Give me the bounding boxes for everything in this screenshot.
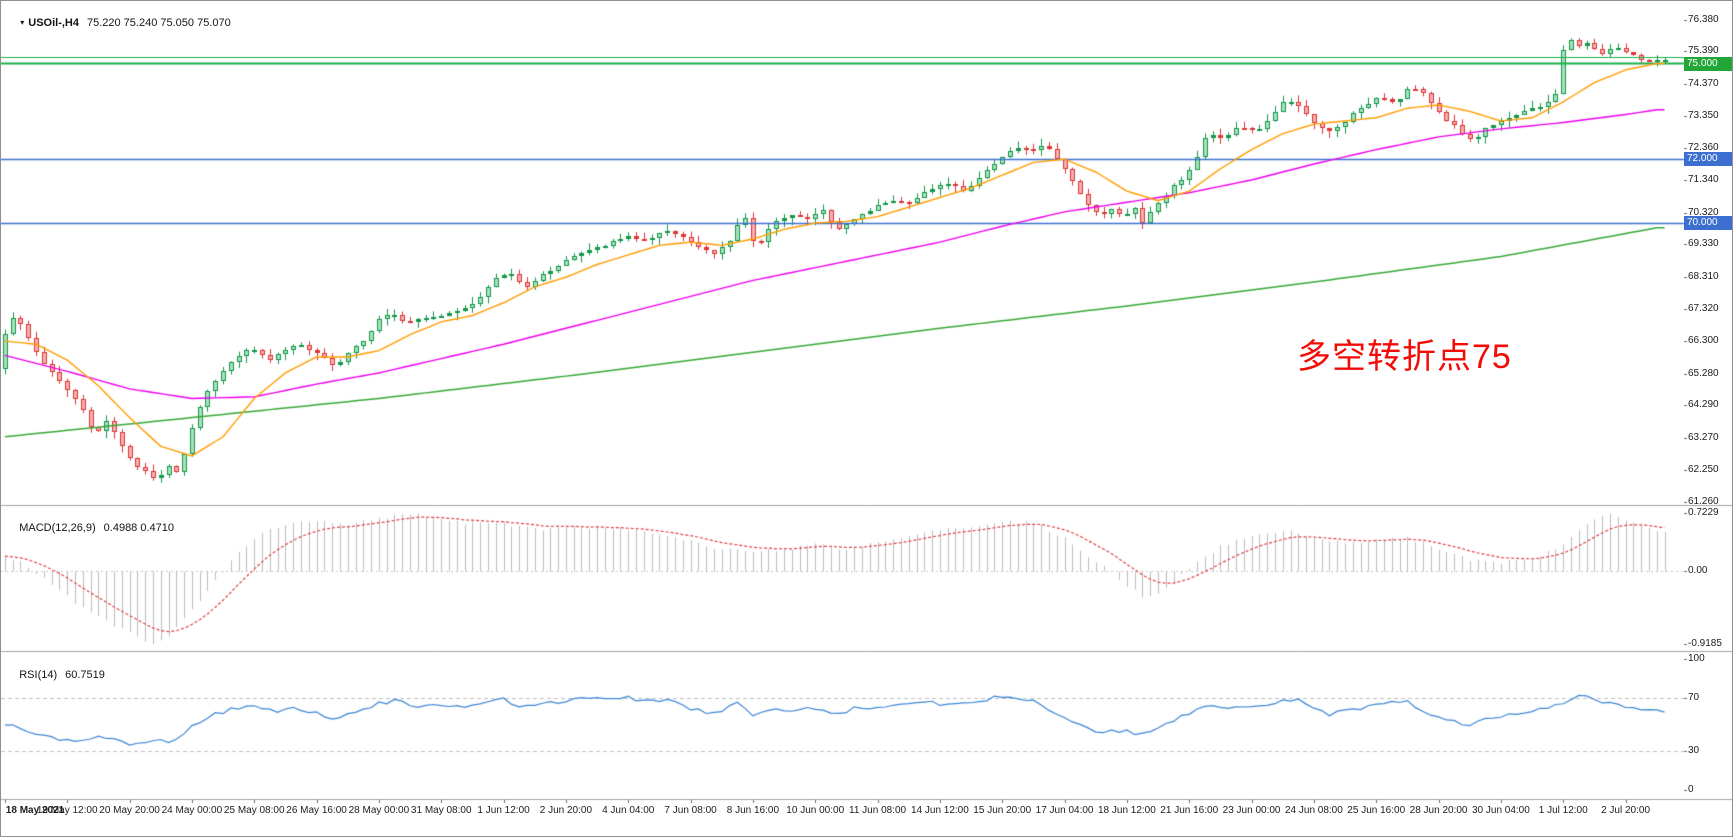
chart-symbol-icon: ▾	[20, 18, 25, 27]
rsi-value: 60.7519	[65, 669, 105, 681]
chart-ohlc-values: 75.220 75.240 75.050 75.070	[86, 17, 231, 29]
time-axis-label: 20 May 20:00	[99, 805, 160, 816]
price-axis-label: 76.380	[1688, 13, 1719, 25]
price-line-tag: 70.000	[1684, 216, 1732, 230]
rsi-axis-label: 70	[1688, 692, 1700, 704]
price-axis-label: 68.310	[1688, 270, 1719, 282]
time-axis-label: 21 Jun 16:00	[1160, 805, 1219, 816]
macd-axis-label: 0.00	[1688, 565, 1708, 576]
time-axis-label: 1 Jul 12:00	[1538, 805, 1588, 816]
price-axis-label: 65.280	[1688, 367, 1719, 379]
price-scale[interactable]: 76.380 75.390 74.370 73.350 72.360 71.340 70.3…	[1684, 1, 1732, 800]
macd-axis-label: -0.9185	[1688, 638, 1722, 650]
price-axis-label: 64.290	[1688, 399, 1719, 411]
rsi-axis-label: 100	[1688, 653, 1705, 664]
price-axis-label: 71.340	[1688, 174, 1719, 186]
time-axis-label: 31 May 08:00	[410, 805, 472, 816]
price-axis-label: 74.370	[1688, 77, 1719, 89]
time-axis-label: 28 Jun 20:00	[1409, 805, 1468, 816]
time-axis-label: 23 Jun 00:00	[1222, 805, 1281, 816]
time-axis-label: 24 Jun 08:00	[1284, 805, 1343, 816]
time-axis-label: 18 Jun 12:00	[1097, 805, 1156, 816]
time-axis-label: 4 Jun 04:00	[602, 805, 655, 816]
price-axis-label: 75.390	[1688, 45, 1719, 57]
macd-label: MACD(12,26,9)	[19, 522, 96, 534]
time-axis-label: 8 Jun 16:00	[726, 805, 780, 816]
price-axis-label: 61.260	[1688, 495, 1719, 507]
chart-symbol-label: USOil-,H4	[28, 17, 79, 29]
time-axis-label: 18 May 2021	[5, 805, 65, 816]
rsi-label: RSI(14)	[19, 669, 58, 681]
rsi-indicator-header: RSI(14) 60.7519	[7, 657, 105, 693]
price-axis-label: 73.350	[1688, 110, 1719, 122]
time-axis[interactable]: 18 May 2021 19 May 12:00 20 May 20:00 24 Ma…	[1, 800, 1684, 836]
rsi-axis-label: 0	[1688, 784, 1694, 795]
chart-header: ▾ USOil-,H4 75.220 75.240 75.050 75.070	[8, 5, 231, 41]
time-axis-label: 25 May 08:00	[223, 805, 285, 816]
time-axis-label: 30 Jun 04:00	[1471, 805, 1530, 816]
time-axis-label: 15 Jun 20:00	[973, 805, 1032, 816]
chart-annotation-text[interactable]: 多空转折点75	[1297, 338, 1512, 376]
price-axis-label: 72.360	[1688, 141, 1719, 153]
time-axis-label: 26 May 16:00	[286, 805, 347, 816]
price-line-tag: 72.000	[1684, 152, 1732, 167]
time-axis-label: 24 May 00:00	[161, 805, 223, 816]
time-axis-label: 25 Jun 16:00	[1347, 805, 1406, 816]
macd-axis-label: 0.7229	[1688, 507, 1719, 519]
macd-values: 0.4988 0.4710	[103, 522, 175, 534]
time-axis-label: 10 Jun 00:00	[786, 805, 845, 816]
rsi-axis-label: 30	[1688, 744, 1700, 756]
price-axis-label: 67.320	[1688, 302, 1719, 314]
time-axis-label: 28 May 00:00	[348, 805, 410, 816]
time-axis-label: 2 Jun 20:00	[539, 805, 593, 816]
price-line-tag: 75.000	[1684, 56, 1732, 71]
time-axis-label: 19 May 12:00	[36, 805, 98, 816]
price-axis-label: 63.270	[1688, 431, 1719, 443]
price-axis-label: 62.250	[1688, 464, 1719, 476]
macd-indicator-header: MACD(12,26,9) 0.4988 0.4710	[7, 510, 174, 546]
time-axis-label: 1 Jun 12:00	[477, 805, 530, 816]
price-axis-label: 66.300	[1688, 335, 1719, 347]
time-axis-label: 2 Jul 20:00	[1601, 805, 1651, 816]
time-axis-label: 11 Jun 08:00	[849, 805, 907, 816]
time-axis-label: 17 Jun 04:00	[1035, 805, 1094, 816]
price-axis-label: 70.320	[1688, 206, 1719, 218]
time-axis-label: 14 Jun 12:00	[910, 805, 969, 816]
price-axis-label: 69.330	[1688, 238, 1719, 250]
time-axis-label: 7 Jun 08:00	[664, 805, 717, 816]
